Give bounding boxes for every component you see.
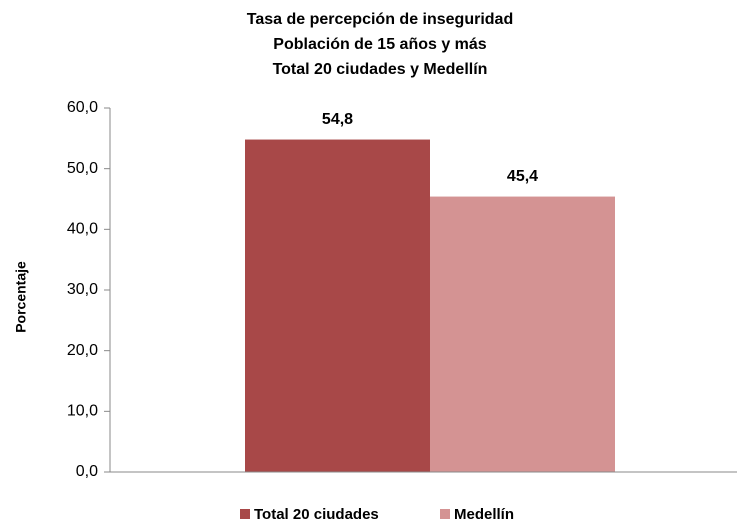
y-tick-label: 50,0: [67, 160, 98, 177]
y-tick-label: 0,0: [76, 463, 98, 480]
legend-swatch: [240, 509, 250, 519]
chart-subtitle: Total 20 ciudades y Medellín: [273, 61, 488, 78]
y-tick-label: 60,0: [67, 99, 98, 116]
data-label: 45,4: [507, 168, 538, 185]
bar: [430, 196, 615, 472]
bar: [245, 139, 430, 472]
legend-label: Total 20 ciudades: [254, 506, 379, 523]
legend-swatch: [440, 509, 450, 519]
y-tick-label: 40,0: [67, 221, 98, 238]
y-tick-label: 10,0: [67, 403, 98, 420]
data-label: 54,8: [322, 111, 353, 128]
y-tick-label: 20,0: [67, 342, 98, 359]
legend-label: Medellín: [454, 506, 514, 523]
chart-subtitle: Población de 15 años y más: [273, 36, 487, 53]
y-tick-label: 30,0: [67, 281, 98, 298]
y-axis-label: Porcentaje: [13, 261, 29, 333]
chart-title: Tasa de percepción de inseguridad: [247, 11, 513, 28]
